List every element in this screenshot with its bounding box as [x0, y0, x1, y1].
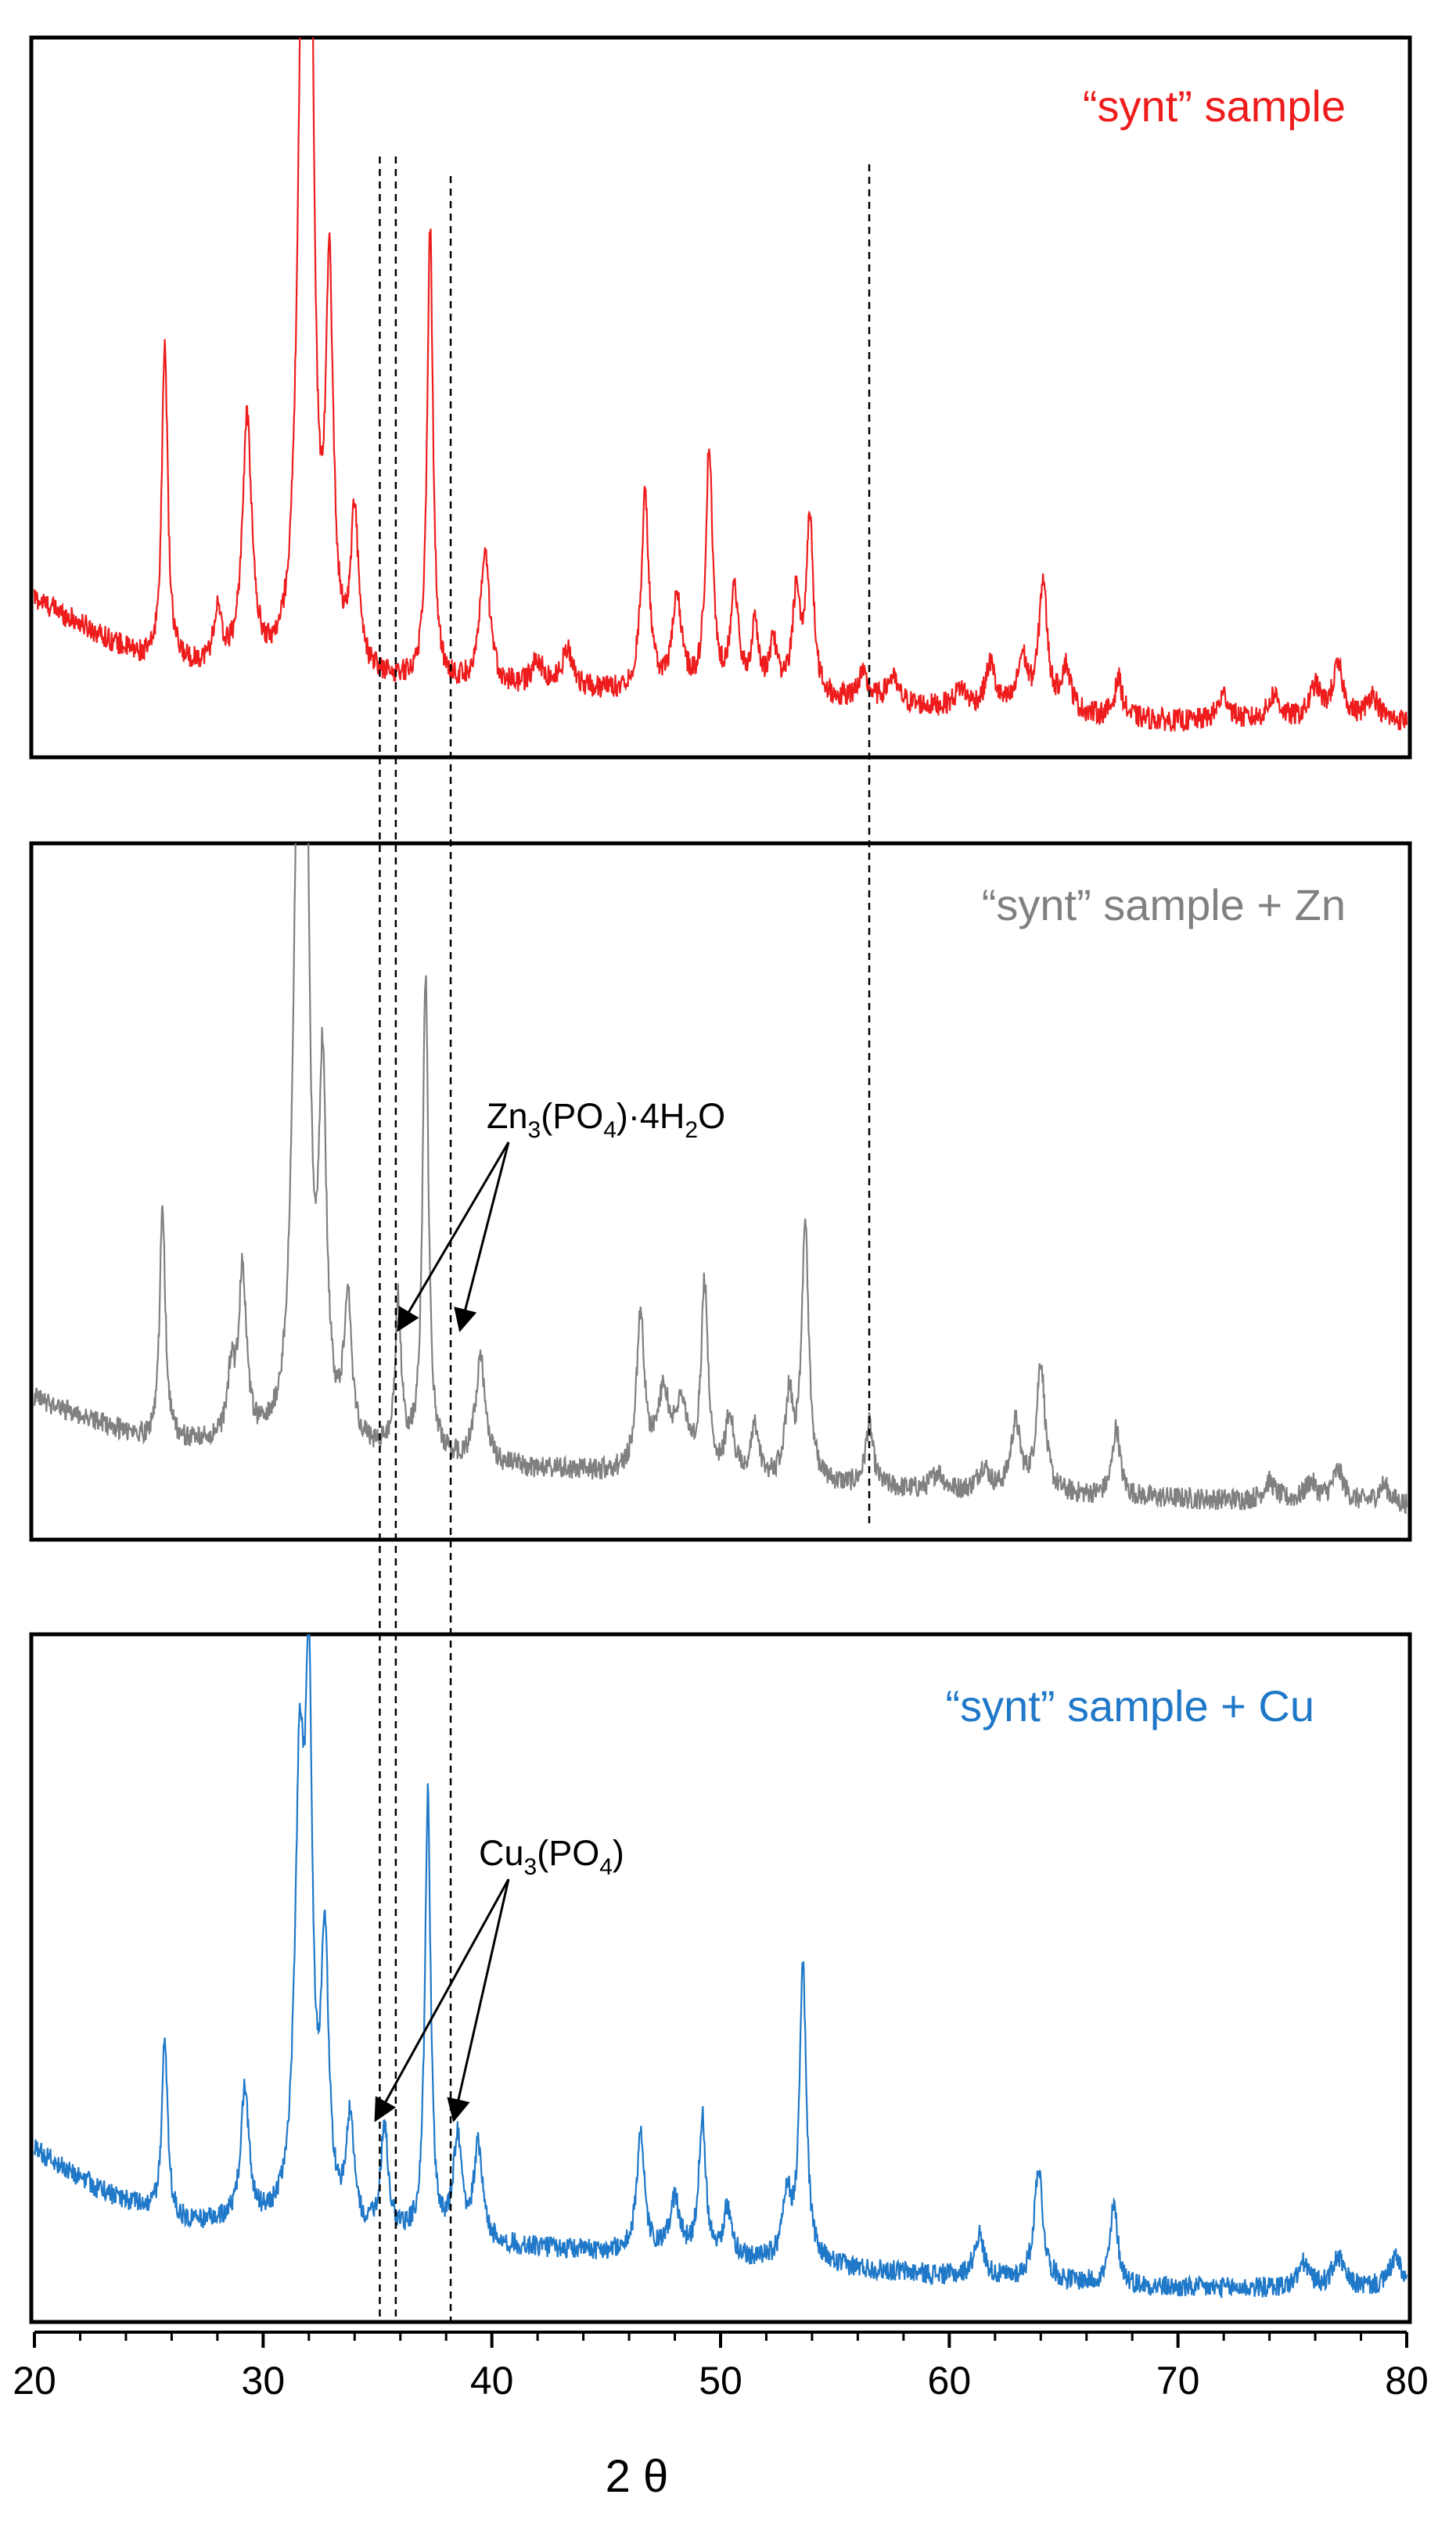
panel-title: “synt” sample + Cu — [946, 1681, 1315, 1731]
panel-frame — [29, 1632, 1412, 2324]
zn-phosphate-label: Zn3(PO4)·4H2O — [487, 1096, 725, 1143]
x-tick-label: 30 — [242, 2359, 286, 2403]
panel-synt-sample: “synt” sample — [29, 35, 1412, 760]
reference-lines — [379, 156, 871, 2322]
x-tick-label: 60 — [928, 2359, 972, 2403]
x-tick-label: 20 — [13, 2359, 56, 2403]
xrd-trace-synt — [33, 38, 1408, 732]
x-tick-label: 40 — [470, 2359, 514, 2403]
zn-arrow-right — [454, 1141, 510, 1332]
panel-frame — [29, 35, 1412, 760]
panel-title: “synt” sample + Zn — [982, 880, 1346, 929]
panel-title: “synt” sample — [1083, 81, 1346, 131]
x-tick-label: 80 — [1385, 2359, 1429, 2403]
cu-arrow-left — [374, 1878, 510, 2122]
cu-phosphate-label: Cu3(PO4) — [479, 1833, 624, 1880]
panel-frame — [29, 841, 1412, 1542]
x-axis: 20 30 40 50 60 70 80 — [13, 2331, 1429, 2403]
x-tick-label: 70 — [1156, 2359, 1200, 2403]
x-axis-label: 2 θ — [606, 2451, 669, 2502]
cu-arrow-right — [447, 1878, 510, 2122]
panel-synt-sample-zn: “synt” sample + Zn Zn3(PO4)·4H2O — [29, 841, 1412, 1542]
zn-arrow-left — [397, 1141, 510, 1332]
xrd-trace-zn — [33, 843, 1408, 1515]
panel-synt-sample-cu: “synt” sample + Cu Cu3(PO4) — [29, 1632, 1412, 2324]
xrd-trace-cu — [33, 1634, 1408, 2299]
x-tick-label: 50 — [699, 2359, 742, 2403]
